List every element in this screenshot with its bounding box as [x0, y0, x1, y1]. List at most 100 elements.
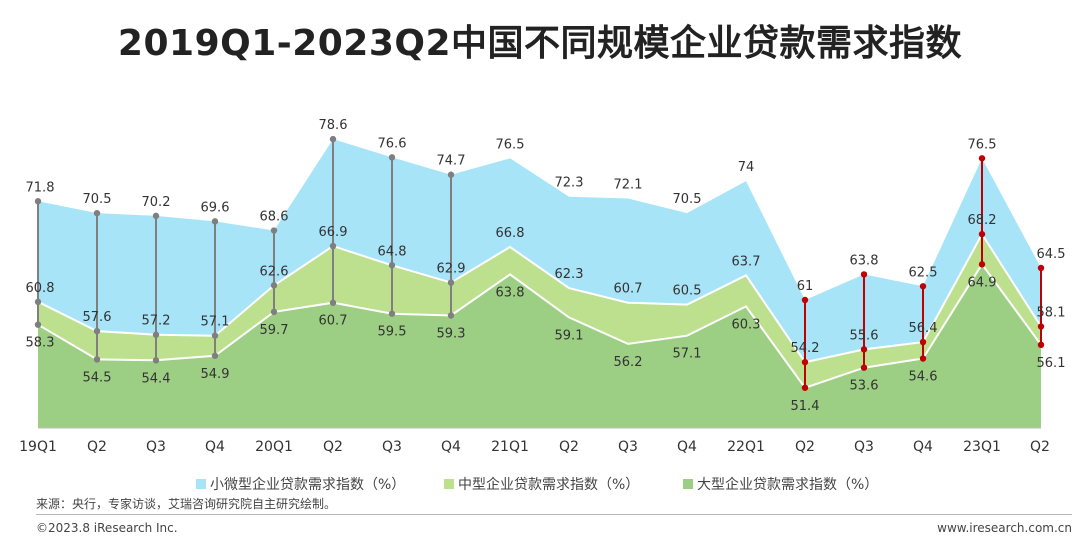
x-tick-label: Q2	[559, 439, 579, 455]
drop-line-dot	[34, 298, 42, 306]
data-label-s2: 60.3	[732, 317, 761, 332]
x-tick-label: Q2	[87, 439, 107, 455]
area-series-2	[38, 264, 1041, 428]
drop-line-dot	[388, 262, 396, 269]
website: www.iresearch.com.cn	[937, 521, 1072, 535]
data-label-s1: 68.2	[968, 213, 997, 228]
data-label-s0: 70.5	[83, 192, 112, 207]
legend-item: 大型企业贷款需求指数（%）	[683, 474, 878, 494]
drop-line-dot	[34, 198, 42, 205]
x-tick-label: Q3	[382, 439, 402, 455]
chart-title: 2019Q1-2023Q2中国不同规模企业贷款需求指数	[117, 23, 963, 64]
drop-line-dot	[919, 283, 927, 290]
data-label-s0: 71.8	[26, 180, 55, 195]
drop-line-dot	[860, 271, 868, 278]
data-label-s0: 78.6	[319, 118, 348, 133]
data-label-s0: 63.8	[850, 253, 879, 268]
data-label-s1: 54.2	[791, 341, 820, 356]
data-label-s2: 54.9	[201, 367, 230, 382]
drop-line-dot	[919, 338, 927, 346]
data-label-s1: 64.8	[378, 244, 407, 259]
drop-line-dot	[152, 331, 160, 338]
data-label-s1: 60.5	[673, 284, 702, 299]
data-label-s1: 66.9	[319, 225, 348, 240]
drop-line-dot	[329, 299, 337, 306]
x-tick-label: Q4	[441, 439, 461, 455]
drop-line-dot	[978, 261, 986, 268]
drop-line-dot	[388, 310, 396, 317]
data-label-s1: 57.1	[201, 315, 230, 330]
drop-line-dot	[860, 364, 868, 371]
drop-line-dot	[1037, 323, 1045, 330]
drop-line-dot	[801, 296, 809, 304]
footer-divider	[36, 514, 1072, 515]
data-label-s0: 70.2	[142, 195, 171, 210]
drop-line-dot	[388, 154, 396, 161]
legend-swatch	[683, 479, 693, 489]
drop-line-dot	[329, 242, 337, 250]
data-label-s1: 62.9	[437, 262, 466, 277]
data-label-s0: 74.7	[437, 154, 466, 169]
data-label-s0: 68.6	[260, 210, 289, 225]
series-outline-1	[37, 232, 1042, 364]
data-label-s0: 76.6	[378, 136, 407, 151]
data-label-s2: 54.6	[909, 370, 938, 385]
data-label-s1: 56.4	[909, 321, 938, 336]
drop-line-dot	[93, 356, 101, 363]
x-tick-label: Q3	[854, 439, 874, 455]
data-label-s2: 53.6	[850, 379, 879, 394]
drop-line-dot	[329, 135, 337, 143]
data-label-s0: 61	[797, 279, 814, 294]
drop-line-dot	[801, 358, 809, 366]
copyright: ©2023.8 iResearch Inc.	[36, 521, 178, 535]
data-label-s0: 64.5	[1037, 247, 1066, 262]
x-tick-label: Q4	[677, 439, 697, 455]
x-tick-label: 21Q1	[491, 439, 529, 455]
data-label-s0: 72.3	[555, 176, 584, 191]
drop-line-dot	[978, 155, 986, 162]
chart-canvas: 71.8 70.5 70.2 69.6 68.6 78.6 76.6 74.7 76.5 72.3…	[19, 118, 1066, 455]
legend-label: 中型企业贷款需求指数（%）	[458, 477, 640, 493]
x-tick-label: 19Q1	[19, 439, 57, 455]
x-tick-label: Q4	[205, 439, 225, 455]
data-label-s0: 69.6	[201, 200, 230, 215]
data-label-s1: 62.3	[555, 267, 584, 282]
legend-swatch	[196, 479, 206, 489]
x-tick-label: 20Q1	[255, 439, 293, 455]
data-label-s2: 59.5	[378, 325, 407, 340]
x-tick-label: Q3	[618, 439, 638, 455]
x-tick-label: Q2	[1030, 439, 1050, 455]
data-label-s0: 74	[738, 160, 755, 175]
data-label-s2: 51.4	[791, 399, 820, 414]
data-label-s1: 60.7	[614, 282, 643, 297]
drop-line-dot	[211, 332, 219, 339]
data-label-s1: 55.6	[850, 328, 879, 343]
drop-line-dot	[1037, 264, 1045, 272]
data-label-s2: 59.7	[260, 323, 289, 338]
data-label-s1: 66.8	[496, 226, 525, 241]
drop-line-dot	[270, 282, 278, 289]
data-label-s1: 57.2	[142, 314, 171, 329]
data-label-s2: 64.9	[968, 275, 997, 290]
legend-item: 中型企业贷款需求指数（%）	[444, 474, 639, 494]
x-tick-label: Q3	[146, 439, 166, 455]
data-label-s2: 54.4	[142, 371, 171, 386]
drop-line-dot	[919, 355, 927, 362]
data-label-s0: 76.5	[968, 137, 997, 152]
drop-line-dot	[447, 171, 455, 178]
legend-item: 小微型企业贷款需求指数（%）	[196, 474, 405, 494]
data-label-s0: 62.5	[909, 265, 938, 280]
x-tick-label: Q4	[913, 439, 933, 455]
data-label-s2: 60.7	[319, 314, 348, 329]
drop-line-dot	[978, 230, 986, 238]
series-outline-2	[37, 262, 1042, 389]
drop-line-dot	[211, 218, 219, 225]
x-tick-label: 22Q1	[727, 439, 765, 455]
drop-line-dot	[93, 327, 101, 335]
data-label-s2: 59.3	[437, 327, 466, 342]
drop-line-dot	[801, 384, 809, 391]
drop-line-dot	[93, 209, 101, 217]
drop-line-dot	[152, 212, 160, 220]
x-tick-label: 23Q1	[963, 439, 1001, 455]
data-label-s1: 60.8	[26, 281, 55, 296]
